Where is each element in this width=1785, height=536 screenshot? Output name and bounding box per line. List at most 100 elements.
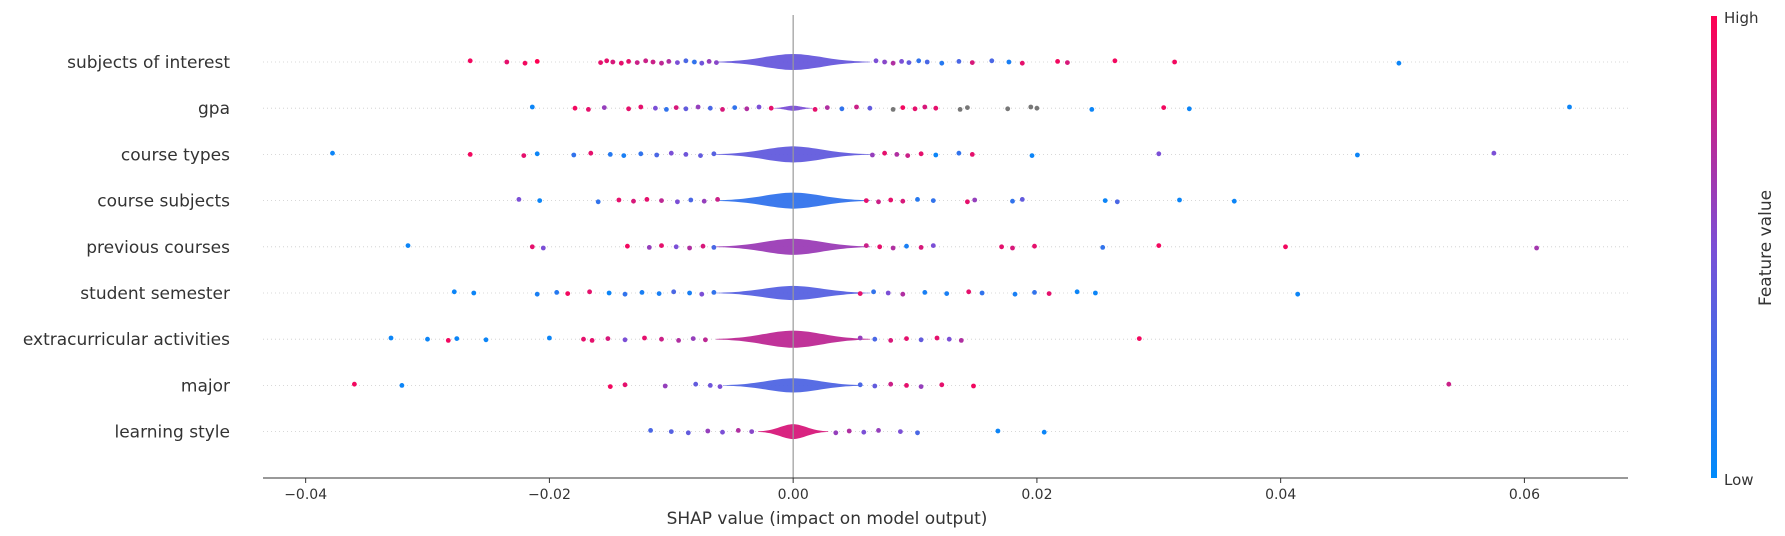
x-tick-label: −0.04 xyxy=(284,487,327,503)
shap-point xyxy=(683,152,689,157)
feature-row: subjects of interest xyxy=(67,53,1628,73)
shap-point xyxy=(554,290,560,295)
shap-point xyxy=(958,338,964,343)
shap-point xyxy=(1074,289,1080,295)
shap-point xyxy=(1019,60,1025,66)
shap-point xyxy=(1010,245,1015,251)
shap-point xyxy=(924,59,930,65)
shap-point xyxy=(876,199,881,205)
shap-point xyxy=(857,291,863,296)
shap-point xyxy=(1446,381,1452,387)
shap-point xyxy=(586,107,591,112)
shap-point xyxy=(904,243,909,249)
shap-point xyxy=(918,245,924,250)
shap-point xyxy=(673,244,679,250)
shap-point xyxy=(540,245,546,251)
shap-point xyxy=(933,152,939,158)
shap-point xyxy=(890,60,896,66)
shap-point xyxy=(1032,243,1037,249)
feature-label: course types xyxy=(121,145,230,165)
shap-point xyxy=(639,290,645,295)
shap-point xyxy=(521,153,527,159)
shap-point xyxy=(706,59,712,64)
x-tick-label: 0.06 xyxy=(1509,487,1540,503)
shap-point xyxy=(906,60,912,65)
shap-point xyxy=(648,428,653,433)
shap-point xyxy=(638,104,644,110)
shap-point xyxy=(873,58,879,64)
feature-row: learning style xyxy=(114,423,1628,443)
shap-point xyxy=(504,59,510,65)
shap-point xyxy=(882,59,887,65)
shap-point xyxy=(888,197,894,203)
shap-point xyxy=(644,197,650,202)
shap-point xyxy=(1100,245,1106,250)
shap-point xyxy=(467,58,473,64)
shap-point xyxy=(965,199,970,205)
shap-point xyxy=(598,60,603,65)
shap-point xyxy=(899,59,904,64)
shap-point xyxy=(922,104,928,110)
shap-point xyxy=(565,291,571,296)
x-tick-label: 0.04 xyxy=(1265,487,1296,503)
shap-point xyxy=(622,291,628,297)
shap-point xyxy=(643,58,649,64)
shap-point xyxy=(1055,59,1060,64)
shap-point xyxy=(956,59,962,64)
shap-point xyxy=(622,337,628,343)
shap-point xyxy=(1029,153,1035,159)
shap-point xyxy=(1172,59,1177,65)
shap-point xyxy=(749,429,755,434)
shap-point xyxy=(604,58,610,64)
shap-point xyxy=(972,197,978,203)
x-axis-title: SHAP value (impact on model output) xyxy=(667,509,988,529)
shap-point xyxy=(870,152,875,158)
shap-point xyxy=(659,336,664,342)
shap-point xyxy=(839,106,845,112)
shap-point xyxy=(659,198,664,204)
shap-point xyxy=(971,383,976,389)
shap-point xyxy=(969,152,975,157)
shap-point xyxy=(732,105,738,110)
shap-point xyxy=(622,382,628,388)
shap-point xyxy=(1283,244,1288,250)
shap-point xyxy=(989,58,995,64)
shap-point xyxy=(922,290,928,295)
shap-point xyxy=(930,198,936,204)
shap-point xyxy=(1006,59,1012,65)
shap-point xyxy=(1032,290,1037,295)
shap-point xyxy=(833,430,839,436)
shap-point xyxy=(861,429,867,435)
shap-point xyxy=(863,198,869,204)
shap-point xyxy=(631,198,636,204)
shap-point xyxy=(939,60,945,66)
shap-point xyxy=(626,59,631,64)
shap-point xyxy=(616,197,622,203)
shap-point xyxy=(956,150,962,156)
shap-point xyxy=(1567,104,1572,110)
shap-point xyxy=(534,151,540,157)
shap-point xyxy=(607,152,613,157)
shap-point xyxy=(692,59,697,65)
shap-point xyxy=(571,152,577,158)
shap-point xyxy=(618,60,624,66)
shap-point xyxy=(1161,105,1167,110)
colorbar-low-label: Low xyxy=(1724,471,1754,489)
feature-label: course subjects xyxy=(97,192,230,212)
shap-point xyxy=(662,383,668,389)
x-tick-label: 0.02 xyxy=(1021,487,1052,503)
feature-row: course types xyxy=(121,145,1628,165)
shap-point xyxy=(352,381,357,387)
x-tick-label: 0.00 xyxy=(778,487,809,503)
shap-point xyxy=(1065,60,1070,65)
shap-point xyxy=(1034,105,1040,111)
shap-point xyxy=(1114,199,1120,205)
shap-point xyxy=(699,60,705,66)
shap-point xyxy=(900,105,906,110)
shap-point xyxy=(606,290,612,296)
shap-point xyxy=(1041,429,1047,435)
shap-point xyxy=(714,60,719,65)
shap-point xyxy=(700,243,706,249)
feature-row: student semester xyxy=(80,284,1628,304)
